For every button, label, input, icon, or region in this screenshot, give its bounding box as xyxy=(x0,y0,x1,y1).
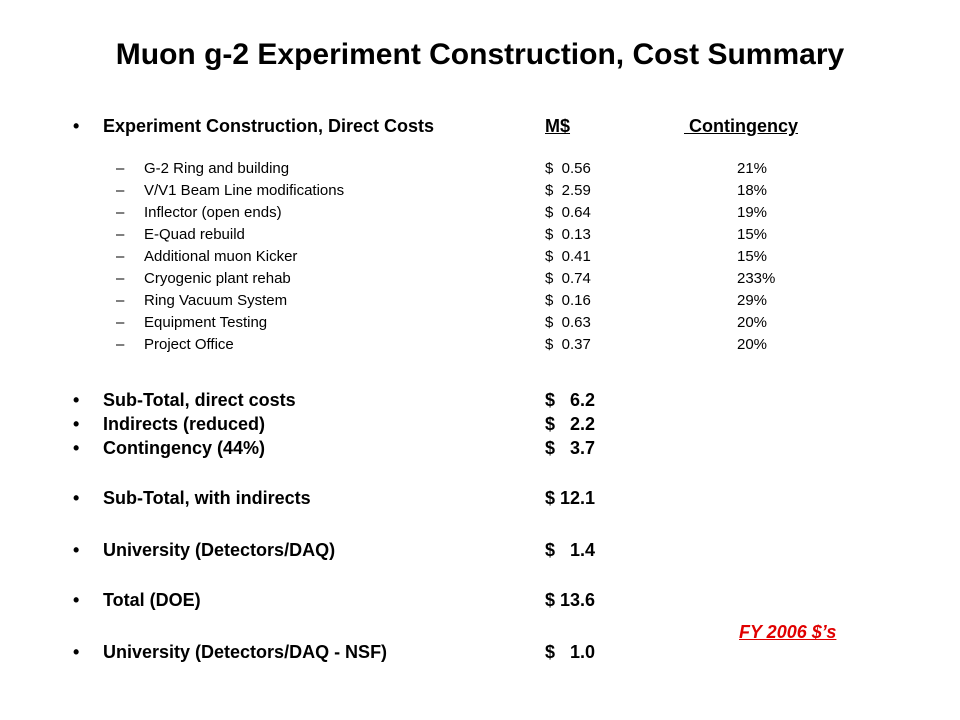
dash: – xyxy=(116,292,125,309)
item-contingency: 15% xyxy=(737,226,768,243)
dash: – xyxy=(116,336,125,353)
bullet: • xyxy=(73,414,80,434)
item-amount: $ 0.16 xyxy=(545,292,591,309)
item-label: G-2 Ring and building xyxy=(144,160,290,177)
total-amount: $ 1.0 xyxy=(545,642,596,662)
item-contingency: 18% xyxy=(737,182,768,199)
page-title: Muon g-2 Experiment Construction, Cost S… xyxy=(115,38,845,71)
item-label: Project Office xyxy=(144,336,234,353)
item-amount: $ 0.41 xyxy=(545,248,591,265)
item-contingency: 19% xyxy=(737,204,768,221)
dash: – xyxy=(116,182,125,199)
item-contingency: 233% xyxy=(737,270,776,287)
item-amount: $ 2.59 xyxy=(545,182,591,199)
item-amount: $ 0.74 xyxy=(545,270,591,287)
dash: – xyxy=(116,226,125,243)
total-amount: $ 12.1 xyxy=(545,488,596,508)
bullet: • xyxy=(73,390,80,410)
item-label: Cryogenic plant rehab xyxy=(144,270,291,287)
item-contingency: 20% xyxy=(737,336,768,353)
item-label: Equipment Testing xyxy=(144,314,268,331)
dash: – xyxy=(116,314,125,331)
total-label: Sub-Total, direct costs xyxy=(103,390,296,410)
dash: – xyxy=(116,248,125,265)
bullet: • xyxy=(73,590,80,610)
total-label: Contingency (44%) xyxy=(103,438,266,458)
item-contingency: 15% xyxy=(737,248,768,265)
bullet: • xyxy=(73,642,80,662)
total-label: Total (DOE) xyxy=(103,590,201,610)
bullet: • xyxy=(73,540,80,560)
item-label: Inflector (open ends) xyxy=(144,204,282,221)
item-contingency: 21% xyxy=(737,160,768,177)
amount-column-header: M$ xyxy=(545,116,571,136)
item-amount: $ 0.64 xyxy=(545,204,591,221)
item-contingency: 20% xyxy=(737,314,768,331)
item-amount: $ 0.56 xyxy=(545,160,591,177)
total-label: Indirects (reduced) xyxy=(103,414,266,434)
fiscal-year-note: FY 2006 $’s xyxy=(739,622,837,642)
total-label: University (Detectors/DAQ - NSF) xyxy=(103,642,388,662)
item-amount: $ 0.63 xyxy=(545,314,591,331)
bullet: • xyxy=(73,488,80,508)
header-label: Experiment Construction, Direct Costs xyxy=(103,116,435,136)
total-amount: $ 2.2 xyxy=(545,414,596,434)
item-label: Additional muon Kicker xyxy=(144,248,298,265)
item-label: V/V1 Beam Line modifications xyxy=(144,182,345,199)
item-label: E-Quad rebuild xyxy=(144,226,245,243)
item-label: Ring Vacuum System xyxy=(144,292,288,309)
total-amount: $ 13.6 xyxy=(545,590,596,610)
dash: – xyxy=(116,204,125,221)
contingency-column-header: Contingency xyxy=(684,116,799,136)
total-label: Sub-Total, with indirects xyxy=(103,488,311,508)
total-label: University (Detectors/DAQ) xyxy=(103,540,336,560)
item-amount: $ 0.37 xyxy=(545,336,591,353)
total-amount: $ 1.4 xyxy=(545,540,596,560)
total-amount: $ 3.7 xyxy=(545,438,596,458)
dash: – xyxy=(116,160,125,177)
item-amount: $ 0.13 xyxy=(545,226,591,243)
item-contingency: 29% xyxy=(737,292,768,309)
bullet: • xyxy=(73,438,80,458)
bullet: • xyxy=(73,116,80,136)
dash: – xyxy=(116,270,125,287)
total-amount: $ 6.2 xyxy=(545,390,596,410)
